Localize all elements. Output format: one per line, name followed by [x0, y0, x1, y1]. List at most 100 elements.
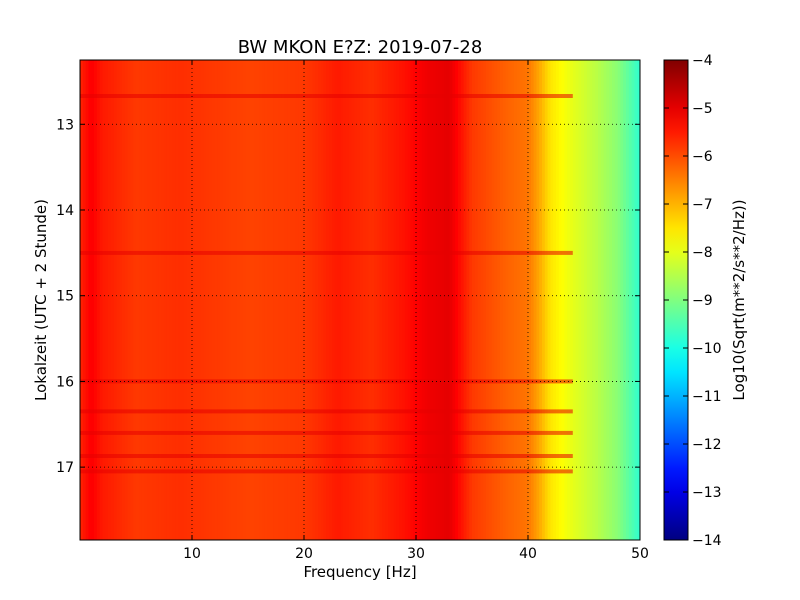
- spectral-column: [533, 60, 537, 540]
- spectral-column: [558, 60, 563, 540]
- spectral-column: [441, 60, 445, 540]
- colorbar-label: Log10(Sqrt(m**2/s**2/Hz)): [730, 199, 748, 400]
- spectral-column: [572, 60, 577, 540]
- spectral-column: [542, 60, 546, 540]
- spectral-column: [178, 60, 182, 540]
- spectral-column: [421, 60, 425, 540]
- spectral-column: [483, 60, 487, 540]
- colorbar-tick-label: −6: [692, 149, 713, 165]
- spectral-column: [194, 60, 199, 540]
- spectral-column: [609, 60, 613, 540]
- spectral-column: [211, 60, 215, 540]
- spectral-column: [480, 60, 484, 540]
- spectral-column: [614, 60, 619, 540]
- spectral-column: [292, 60, 297, 540]
- spectral-column: [147, 60, 151, 540]
- spectral-column: [242, 60, 246, 540]
- spectral-column: [416, 60, 420, 540]
- spectral-column: [617, 60, 621, 540]
- spectral-column: [220, 60, 224, 540]
- spectral-column: [472, 60, 476, 540]
- x-tick-label: 40: [519, 546, 537, 562]
- spectral-column: [304, 60, 308, 540]
- spectral-column: [164, 60, 168, 540]
- spectral-column: [113, 60, 117, 540]
- colorbar-tick-label: −12: [692, 437, 722, 453]
- spectral-column: [91, 60, 95, 540]
- spectral-column: [256, 60, 260, 540]
- y-tick-label: 13: [56, 117, 74, 133]
- colorbar-tick-label: −8: [692, 245, 713, 261]
- x-tick-label: 30: [407, 546, 425, 562]
- spectral-column: [169, 60, 173, 540]
- x-tick-label: 50: [631, 546, 649, 562]
- spectral-column: [514, 60, 518, 540]
- y-tick-label: 14: [56, 203, 74, 219]
- spectral-column: [334, 60, 339, 540]
- spectral-column: [318, 60, 322, 540]
- spectral-column: [214, 60, 218, 540]
- colorbar-tick-label: −9: [692, 293, 713, 309]
- spectral-column: [309, 60, 313, 540]
- y-axis: 13 14 15 16 17: [56, 117, 640, 476]
- spectral-column: [273, 60, 277, 540]
- spectral-column: [469, 60, 473, 540]
- spectral-column: [231, 60, 235, 540]
- spectral-column: [530, 60, 535, 540]
- spectral-column: [511, 60, 515, 540]
- spectral-column: [136, 60, 140, 540]
- spectral-column: [222, 60, 227, 540]
- spectral-column: [612, 60, 616, 540]
- spectral-column: [385, 60, 389, 540]
- spectral-column: [584, 60, 588, 540]
- spectral-column: [102, 60, 106, 540]
- spectral-column: [500, 60, 504, 540]
- spectral-column: [379, 60, 383, 540]
- spectral-column: [351, 60, 355, 540]
- plot-frame: [79, 59, 641, 541]
- spectral-column: [508, 60, 512, 540]
- spectral-column: [161, 60, 165, 540]
- spectral-column: [637, 60, 640, 540]
- spectral-column: [581, 60, 585, 540]
- spectral-column: [116, 60, 120, 540]
- spectral-column: [494, 60, 498, 540]
- spectral-column: [108, 60, 112, 540]
- colorbar-tick-label: −14: [692, 533, 722, 549]
- spectral-column: [206, 60, 210, 540]
- spectral-column: [228, 60, 232, 540]
- spectral-column: [99, 60, 103, 540]
- spectral-column: [488, 60, 493, 540]
- spectral-column: [382, 60, 386, 540]
- spectral-column: [203, 60, 207, 540]
- spectral-columns: [80, 60, 640, 540]
- spectral-column: [276, 60, 280, 540]
- spectral-column: [320, 60, 325, 540]
- time-bands: [80, 94, 573, 474]
- spectral-column: [234, 60, 238, 540]
- spectral-column: [284, 60, 288, 540]
- time-band: [80, 469, 573, 474]
- spectral-column: [82, 60, 87, 540]
- x-tick-label: 20: [295, 546, 313, 562]
- spectral-column: [550, 60, 554, 540]
- y-tick-label: 17: [56, 460, 74, 476]
- spectral-column: [158, 60, 162, 540]
- spectral-column: [239, 60, 243, 540]
- spectral-column: [197, 60, 201, 540]
- grid-lines: [80, 60, 640, 540]
- spectral-column: [430, 60, 434, 540]
- spectral-column: [346, 60, 350, 540]
- spectral-column: [365, 60, 369, 540]
- spectral-column: [152, 60, 157, 540]
- spectral-column: [371, 60, 375, 540]
- time-band: [80, 94, 573, 98]
- spectral-column: [598, 60, 602, 540]
- spectral-column: [348, 60, 353, 540]
- spectral-column: [119, 60, 123, 540]
- spectral-column: [536, 60, 540, 540]
- y-tick-label: 15: [56, 289, 74, 305]
- spectral-column: [278, 60, 283, 540]
- spectral-column: [474, 60, 479, 540]
- spectral-column: [150, 60, 154, 540]
